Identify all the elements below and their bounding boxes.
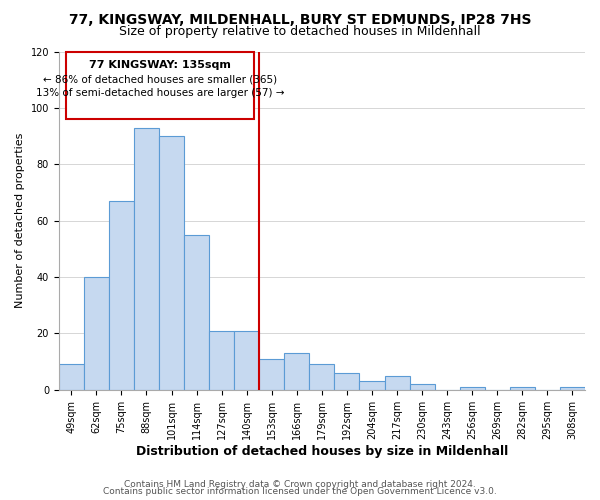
Text: 13% of semi-detached houses are larger (57) →: 13% of semi-detached houses are larger (… [36, 88, 284, 98]
X-axis label: Distribution of detached houses by size in Mildenhall: Distribution of detached houses by size … [136, 444, 508, 458]
Y-axis label: Number of detached properties: Number of detached properties [15, 133, 25, 308]
Bar [184, 235, 209, 390]
Bar [259, 359, 284, 390]
Bar [334, 373, 359, 390]
Bar [560, 387, 585, 390]
Bar [134, 128, 159, 390]
Text: Contains public sector information licensed under the Open Government Licence v3: Contains public sector information licen… [103, 488, 497, 496]
Bar [510, 387, 535, 390]
Text: Size of property relative to detached houses in Mildenhall: Size of property relative to detached ho… [119, 25, 481, 38]
Bar [84, 277, 109, 390]
Bar [234, 330, 259, 390]
Bar [460, 387, 485, 390]
Bar [310, 364, 334, 390]
Bar [209, 330, 234, 390]
Bar [159, 136, 184, 390]
Text: 77 KINGSWAY: 135sqm: 77 KINGSWAY: 135sqm [89, 60, 231, 70]
Text: 77, KINGSWAY, MILDENHALL, BURY ST EDMUNDS, IP28 7HS: 77, KINGSWAY, MILDENHALL, BURY ST EDMUND… [69, 12, 531, 26]
Bar [359, 382, 385, 390]
Bar [284, 353, 310, 390]
Bar [410, 384, 434, 390]
Bar [109, 201, 134, 390]
Text: Contains HM Land Registry data © Crown copyright and database right 2024.: Contains HM Land Registry data © Crown c… [124, 480, 476, 489]
Bar [59, 364, 84, 390]
Bar [66, 52, 254, 119]
Bar [385, 376, 410, 390]
Text: ← 86% of detached houses are smaller (365): ← 86% of detached houses are smaller (36… [43, 74, 277, 84]
